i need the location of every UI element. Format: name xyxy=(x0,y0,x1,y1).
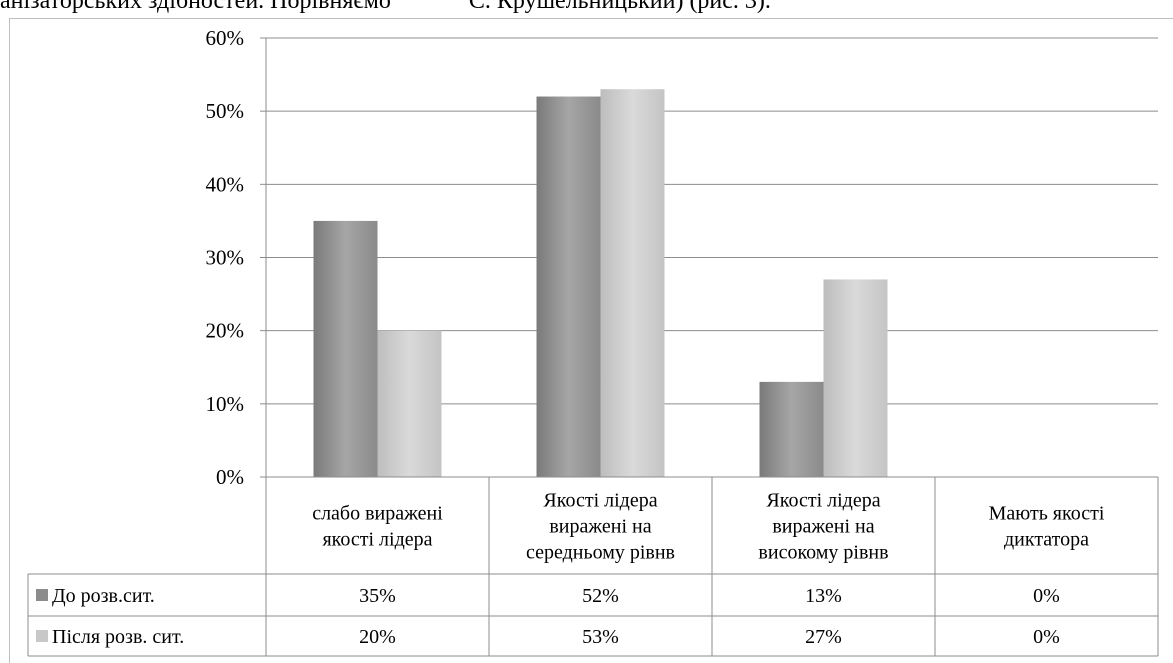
category-label: слабо виражені xyxy=(312,503,443,525)
y-tick-label: 10% xyxy=(206,392,245,416)
y-tick-label: 20% xyxy=(206,319,245,343)
data-label: 0% xyxy=(1033,626,1060,648)
category-label: Якості лідера xyxy=(766,490,880,512)
data-label: 13% xyxy=(805,585,842,607)
category-label: якості лідера xyxy=(322,529,432,551)
bar-before xyxy=(759,381,824,477)
y-tick-label: 60% xyxy=(206,26,245,50)
y-tick-label: 40% xyxy=(206,172,245,196)
y-tick-label: 30% xyxy=(206,246,245,270)
data-table: слабо виражені якості лідера Якості лідера… xyxy=(27,476,1159,657)
data-label: 52% xyxy=(582,585,619,607)
category-label: Якості лідера xyxy=(543,490,657,512)
category-label: диктатора xyxy=(1004,529,1089,551)
y-axis: 0% 10% 20% 30% 40% 50% 60% xyxy=(206,26,267,489)
legend-swatch xyxy=(36,630,48,642)
category-label: Мають якості xyxy=(989,503,1105,525)
legend-label: Після розв. сит. xyxy=(52,626,184,648)
legend-label: До розв.сит. xyxy=(52,585,155,607)
data-label: 27% xyxy=(805,626,842,648)
category-label: виражені на xyxy=(549,516,651,538)
bar-after xyxy=(600,89,665,477)
bar-before xyxy=(536,96,601,478)
chart-frame xyxy=(9,18,1173,663)
data-label: 20% xyxy=(359,626,396,648)
data-label: 0% xyxy=(1033,585,1060,607)
bar-after xyxy=(377,330,442,477)
bar-before xyxy=(313,220,378,477)
category-label: виражені на xyxy=(772,516,874,538)
category-label: середньому рівнв xyxy=(526,542,675,564)
category-label: високому рівнв xyxy=(758,542,888,564)
y-tick-label: 0% xyxy=(216,465,244,489)
header-text: анізаторських здібностей. Порівняємо С. … xyxy=(0,0,771,14)
legend-swatch xyxy=(36,589,48,601)
bars xyxy=(313,89,888,478)
data-label: 35% xyxy=(359,585,396,607)
y-tick-label: 50% xyxy=(206,99,245,123)
bar-after xyxy=(823,279,888,477)
data-label: 53% xyxy=(582,626,619,648)
